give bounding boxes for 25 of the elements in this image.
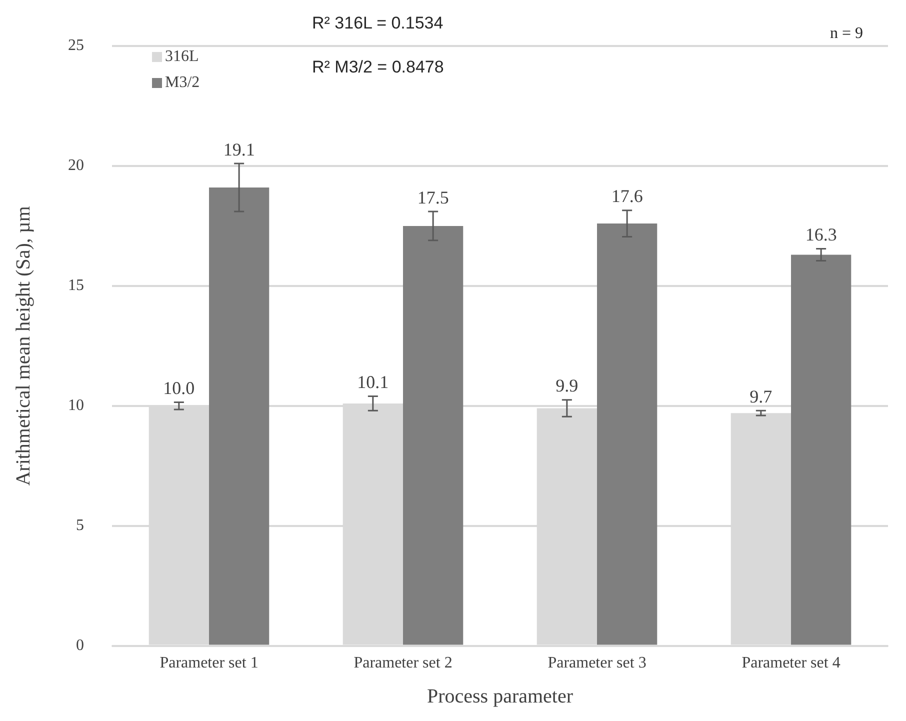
text: n = 9: [830, 25, 864, 42]
data-label: 19.1: [223, 139, 255, 160]
y-tick-label: 0: [76, 637, 84, 654]
y-tick-label: 25: [68, 37, 84, 54]
y-axis-title: Arithmetical mean height (Sa), µm: [12, 206, 34, 486]
data-label: 9.7: [750, 386, 772, 406]
y-tick-label: 20: [68, 157, 84, 174]
legend-label: 316L: [165, 48, 199, 66]
x-axis-title: Process parameter: [426, 685, 574, 708]
data-label: 9.9: [556, 376, 578, 396]
annotation: R² M3/2 = 0.8478: [312, 58, 444, 77]
x-tick-label: Parameter set 3: [548, 654, 646, 672]
data-label: 17.5: [417, 187, 449, 208]
x-tick-label: Parameter set 1: [160, 654, 258, 672]
x-tick-label: Parameter set 2: [354, 654, 452, 672]
y-tick-label: 5: [76, 517, 84, 534]
data-label: 17.6: [611, 186, 643, 206]
y-tick-label: 15: [68, 277, 84, 294]
data-label: 10.1: [357, 372, 389, 392]
text: R² 316L = 0.1534: [312, 14, 444, 33]
y-tick-label: 10: [68, 397, 84, 414]
x-tick-label: Parameter set 4: [742, 654, 840, 672]
data-label: 10.0: [163, 378, 195, 398]
data-label: 16.3: [805, 224, 837, 244]
legend-label: M3/2: [165, 74, 200, 92]
